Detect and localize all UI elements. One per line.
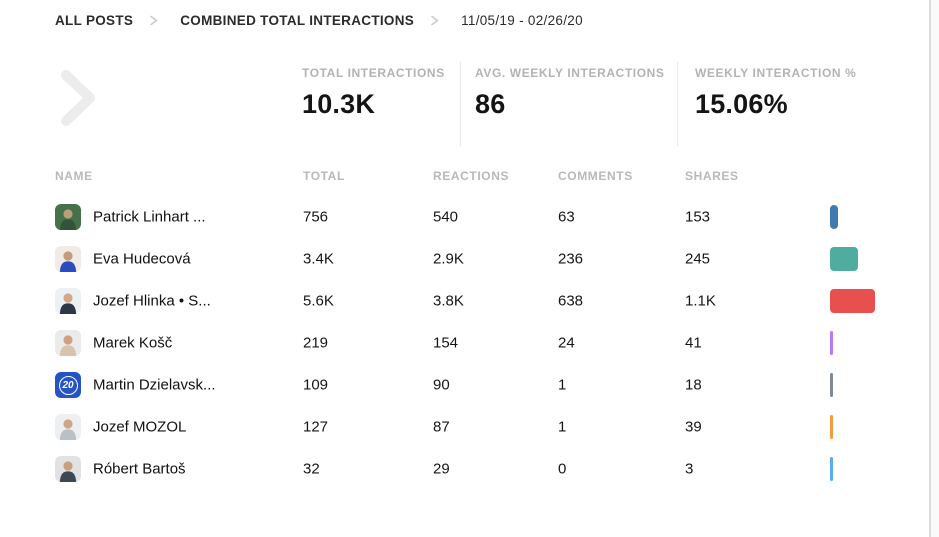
chevron-right-icon: [429, 14, 440, 27]
column-header-total: TOTAL: [303, 169, 345, 183]
row-name: Patrick Linhart ...: [93, 208, 206, 226]
cell-reactions: 540: [433, 208, 459, 226]
expand-chevron-icon[interactable]: [57, 68, 99, 128]
column-header-shares: SHARES: [685, 169, 739, 183]
cell-reactions: 3.8K: [433, 292, 464, 310]
interaction-bar: [830, 289, 875, 313]
table-row[interactable]: Jozef Hlinka • S... 5.6K 3.8K 638 1.1K: [0, 280, 939, 322]
avatar: [55, 204, 81, 230]
cell-shares: 153: [685, 208, 711, 226]
cell-comments: 1: [558, 376, 567, 394]
table-row[interactable]: Marek Košč 219 154 24 41: [0, 322, 939, 364]
breadcrumb-metric[interactable]: COMBINED TOTAL INTERACTIONS: [180, 13, 415, 28]
cell-total: 32: [303, 460, 320, 478]
row-name: Jozef MOZOL: [93, 418, 187, 436]
cell-shares: 41: [685, 334, 702, 352]
cell-total: 109: [303, 376, 329, 394]
cell-reactions: 87: [433, 418, 450, 436]
cell-comments: 638: [558, 292, 584, 310]
interaction-bar: [830, 373, 833, 397]
interaction-bar: [830, 331, 833, 355]
cell-total: 219: [303, 334, 329, 352]
stat-total-interactions: TOTAL INTERACTIONS 10.3K: [302, 66, 445, 120]
cell-comments: 0: [558, 460, 567, 478]
stat-label: TOTAL INTERACTIONS: [302, 66, 445, 80]
cell-total: 3.4K: [303, 250, 334, 268]
cell-total: 756: [303, 208, 329, 226]
cell-shares: 245: [685, 250, 711, 268]
stat-avg-weekly-interactions: AVG. WEEKLY INTERACTIONS 86: [475, 66, 665, 120]
cell-reactions: 29: [433, 460, 450, 478]
avatar: 20: [55, 372, 81, 398]
breadcrumb-all-posts[interactable]: ALL POSTS: [55, 13, 134, 28]
cell-reactions: 2.9K: [433, 250, 464, 268]
cell-comments: 63: [558, 208, 575, 226]
row-name: Martin Dzielavsk...: [93, 376, 216, 394]
logo-avatar-label: 20: [58, 375, 78, 395]
breadcrumb: ALL POSTS COMBINED TOTAL INTERACTIONS 11…: [55, 13, 583, 28]
profiles-table: Patrick Linhart ... 756 540 63 153 Eva H…: [0, 196, 939, 490]
interaction-bar: [830, 205, 838, 229]
interaction-bar: [830, 247, 858, 271]
stat-divider: [460, 62, 461, 146]
stat-label: AVG. WEEKLY INTERACTIONS: [475, 66, 665, 80]
table-header: NAME TOTAL REACTIONS COMMENTS SHARES: [0, 169, 939, 185]
cell-comments: 24: [558, 334, 575, 352]
table-row[interactable]: 20 Martin Dzielavsk... 109 90 1 18: [0, 364, 939, 406]
stat-weekly-interaction-pct: WEEKLY INTERACTION % 15.06%: [695, 66, 856, 120]
right-panel-strip: [930, 0, 939, 537]
row-name: Eva Hudecová: [93, 250, 191, 268]
cell-comments: 1: [558, 418, 567, 436]
interaction-bar: [830, 415, 833, 439]
stat-divider: [677, 62, 678, 146]
column-header-comments: COMMENTS: [558, 169, 633, 183]
avatar: [55, 246, 81, 272]
cell-reactions: 154: [433, 334, 459, 352]
column-header-name: NAME: [55, 169, 93, 183]
logo-avatar: 20: [55, 372, 81, 398]
table-row[interactable]: Eva Hudecová 3.4K 2.9K 236 245: [0, 238, 939, 280]
stat-value: 86: [475, 89, 506, 119]
avatar: [55, 456, 81, 482]
cell-total: 127: [303, 418, 329, 436]
cell-total: 5.6K: [303, 292, 334, 310]
cell-comments: 236: [558, 250, 584, 268]
cell-shares: 18: [685, 376, 702, 394]
stat-value: 10.3K: [302, 89, 376, 119]
row-name: Jozef Hlinka • S...: [93, 292, 211, 310]
table-row[interactable]: Róbert Bartoš 32 29 0 3: [0, 448, 939, 490]
stat-value: 15.06%: [695, 89, 788, 119]
avatar: [55, 330, 81, 356]
column-header-reactions: REACTIONS: [433, 169, 510, 183]
right-panel-edge: [929, 0, 931, 537]
avatar: [55, 414, 81, 440]
table-row[interactable]: Patrick Linhart ... 756 540 63 153: [0, 196, 939, 238]
breadcrumb-date-range[interactable]: 11/05/19 - 02/26/20: [461, 13, 583, 28]
table-row[interactable]: Jozef MOZOL 127 87 1 39: [0, 406, 939, 448]
row-name: Róbert Bartoš: [93, 460, 186, 478]
interaction-bar: [830, 457, 833, 481]
cell-reactions: 90: [433, 376, 450, 394]
cell-shares: 39: [685, 418, 702, 436]
chevron-right-icon: [148, 14, 159, 27]
cell-shares: 1.1K: [685, 292, 716, 310]
cell-shares: 3: [685, 460, 694, 478]
row-name: Marek Košč: [93, 334, 173, 352]
avatar: [55, 288, 81, 314]
stat-label: WEEKLY INTERACTION %: [695, 66, 857, 80]
